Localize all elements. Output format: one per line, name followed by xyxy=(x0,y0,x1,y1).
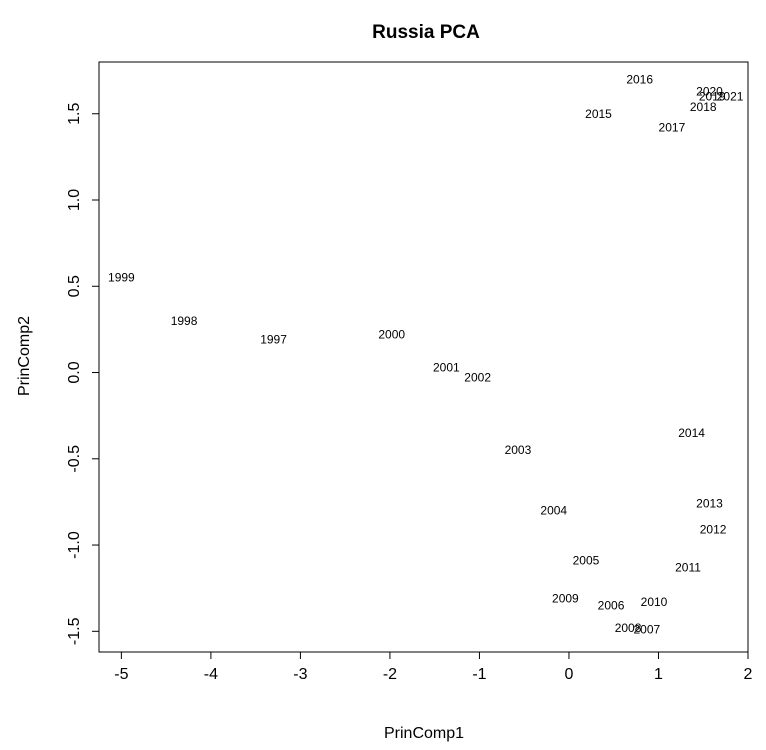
x-tick-label: -5 xyxy=(114,666,128,683)
point-label: 2009 xyxy=(552,592,579,606)
point-label: 2012 xyxy=(700,523,727,537)
point-label: 1999 xyxy=(108,271,135,285)
point-label: 2019 xyxy=(699,90,726,104)
point-label: 2013 xyxy=(696,497,723,511)
y-tick-label: -1.0 xyxy=(66,531,83,559)
x-tick-label: 2 xyxy=(744,666,753,683)
point-label: 2011 xyxy=(675,560,701,574)
point-label: 2014 xyxy=(678,426,705,440)
point-label: 2005 xyxy=(573,554,600,568)
x-tick-label: -4 xyxy=(204,666,218,683)
point-label: 2015 xyxy=(585,107,612,121)
y-axis: -1.5 -1.0 -0.5 0.0 0.5 1.0 1.5 xyxy=(66,103,99,645)
y-tick-label: -1.5 xyxy=(66,617,83,645)
y-tick-label: 0.0 xyxy=(66,361,83,383)
y-tick-label: 1.5 xyxy=(66,103,83,125)
point-label: 2006 xyxy=(598,598,625,612)
x-axis-title: PrinComp1 xyxy=(384,725,464,742)
y-tick-label: 1.0 xyxy=(66,189,83,211)
point-label: 2016 xyxy=(626,72,653,86)
point-label: 2003 xyxy=(505,443,532,457)
x-tick-label: 0 xyxy=(565,666,574,683)
point-label: 2008 xyxy=(615,621,642,635)
point-label: 2000 xyxy=(378,328,405,342)
point-label: 2002 xyxy=(464,371,491,385)
y-tick-label: -0.5 xyxy=(66,445,83,473)
x-tick-label: -2 xyxy=(383,666,397,683)
point-label: 2018 xyxy=(690,100,717,114)
y-axis-title: PrinComp2 xyxy=(16,316,33,396)
point-label: 2007 xyxy=(633,623,660,637)
point-label: 1997 xyxy=(260,333,287,347)
chart-title: Russia PCA xyxy=(372,22,480,43)
point-label: 2021 xyxy=(717,90,744,104)
y-tick-label: 0.5 xyxy=(66,275,83,297)
x-axis: -5 -4 -3 -2 -1 0 1 2 xyxy=(114,652,753,683)
point-label: 2004 xyxy=(540,504,567,518)
point-label: 1998 xyxy=(171,314,198,328)
x-tick-label: -3 xyxy=(293,666,307,683)
point-labels: 1997 1998 1999 2000 2001 2002 2003 2004 2005 2006… xyxy=(108,72,744,636)
plot-frame xyxy=(98,61,749,653)
x-tick-label: 1 xyxy=(654,666,663,683)
point-label: 2020 xyxy=(696,84,723,98)
point-label: 2010 xyxy=(641,595,668,609)
point-label: 2017 xyxy=(659,121,686,135)
point-label: 2001 xyxy=(433,360,460,374)
x-tick-label: -1 xyxy=(472,666,486,683)
